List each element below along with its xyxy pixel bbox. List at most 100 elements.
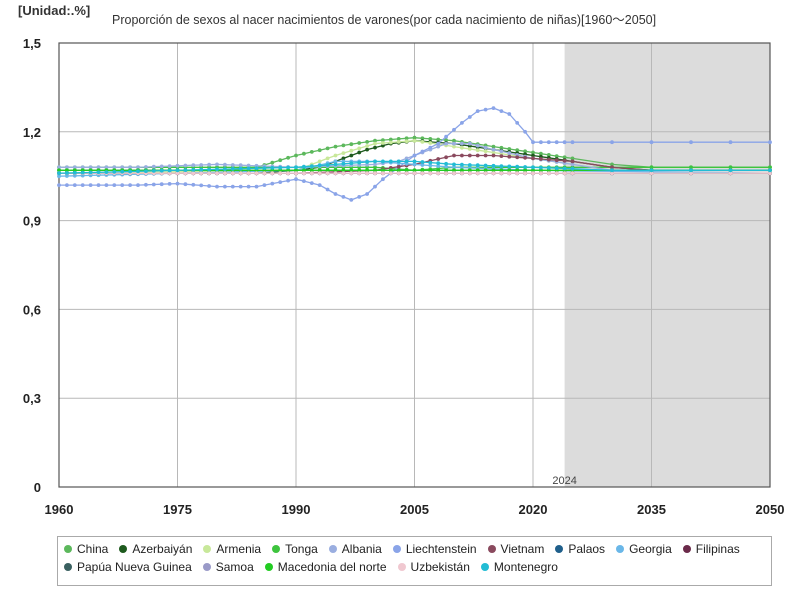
data-point — [475, 163, 480, 168]
data-point — [515, 164, 520, 169]
data-point — [515, 155, 520, 160]
data-point — [136, 165, 140, 170]
legend-swatch — [682, 545, 691, 553]
legend-swatch — [202, 563, 211, 571]
data-point — [452, 171, 456, 176]
data-point — [57, 168, 61, 173]
data-point — [396, 164, 401, 169]
data-point — [412, 153, 417, 158]
data-point — [381, 168, 385, 173]
data-point — [230, 184, 235, 189]
data-point — [388, 159, 393, 164]
legend-swatch — [64, 545, 72, 553]
data-point — [357, 195, 362, 199]
data-point — [128, 169, 133, 174]
data-point — [341, 156, 346, 161]
data-point — [223, 162, 227, 167]
data-point — [531, 165, 535, 170]
data-point — [491, 163, 496, 168]
data-point — [483, 171, 488, 176]
data-point — [270, 171, 275, 176]
data-point — [523, 149, 527, 154]
data-point — [167, 182, 172, 186]
data-point — [475, 143, 480, 148]
y-tick-label: 0,3 — [23, 391, 41, 406]
data-point — [689, 140, 693, 145]
data-point — [175, 171, 180, 176]
data-point — [388, 171, 393, 176]
x-tick-label: 1990 — [282, 502, 311, 517]
data-point — [428, 141, 433, 145]
data-point — [120, 165, 125, 170]
data-point — [483, 149, 488, 154]
data-point — [57, 174, 61, 179]
legend-item: Georgia — [616, 542, 672, 556]
data-point — [491, 168, 496, 173]
data-point — [610, 162, 614, 167]
data-point — [254, 184, 259, 189]
data-point — [57, 165, 61, 170]
data-point — [570, 166, 575, 171]
data-point — [278, 165, 283, 170]
data-point — [262, 183, 267, 188]
legend-label: Azerbaiyán — [132, 542, 193, 556]
data-point — [349, 168, 354, 173]
data-point — [649, 140, 654, 145]
data-point — [349, 161, 354, 166]
data-point — [199, 171, 204, 176]
data-point — [278, 180, 283, 185]
data-point — [365, 168, 369, 173]
data-point — [491, 106, 496, 110]
plot-border — [58, 42, 771, 488]
data-point — [467, 147, 472, 151]
data-point — [199, 183, 204, 188]
data-point — [531, 156, 535, 161]
data-point — [507, 154, 512, 159]
data-point — [444, 164, 448, 169]
data-point — [523, 165, 527, 169]
data-point — [428, 145, 433, 150]
data-point — [436, 168, 441, 173]
data-point — [728, 165, 733, 170]
data-point — [554, 166, 559, 171]
data-point — [373, 171, 377, 176]
data-point — [88, 183, 93, 188]
data-point — [404, 159, 409, 164]
data-point — [104, 165, 109, 170]
legend-swatch — [328, 545, 337, 553]
data-point — [167, 171, 172, 176]
data-point — [183, 163, 188, 168]
data-point — [483, 168, 488, 173]
data-point — [554, 171, 559, 176]
data-point — [420, 163, 425, 167]
data-point — [183, 168, 188, 173]
legend-item: Papúa Nueva Guinea — [64, 560, 192, 574]
data-point — [467, 168, 472, 173]
data-point — [309, 181, 314, 186]
data-point — [349, 198, 354, 202]
data-point — [546, 171, 551, 176]
data-point — [317, 148, 322, 153]
data-point — [238, 184, 243, 189]
data-point — [175, 168, 180, 173]
legend-item: Albania — [328, 542, 382, 556]
data-point — [467, 163, 472, 167]
data-point — [183, 171, 188, 176]
data-point — [128, 183, 133, 188]
data-point — [444, 155, 448, 160]
legend-item: Tonga — [272, 542, 318, 556]
data-point — [483, 153, 488, 158]
data-point — [460, 141, 464, 146]
data-point — [246, 184, 251, 189]
data-point — [357, 150, 362, 155]
data-point — [460, 121, 464, 125]
data-point — [341, 161, 346, 166]
data-point — [57, 171, 61, 176]
data-point — [325, 171, 330, 176]
data-point — [452, 153, 456, 158]
data-point — [452, 144, 456, 149]
data-point — [404, 171, 409, 176]
data-point — [412, 159, 417, 164]
data-point — [317, 159, 322, 164]
data-point — [349, 171, 354, 176]
